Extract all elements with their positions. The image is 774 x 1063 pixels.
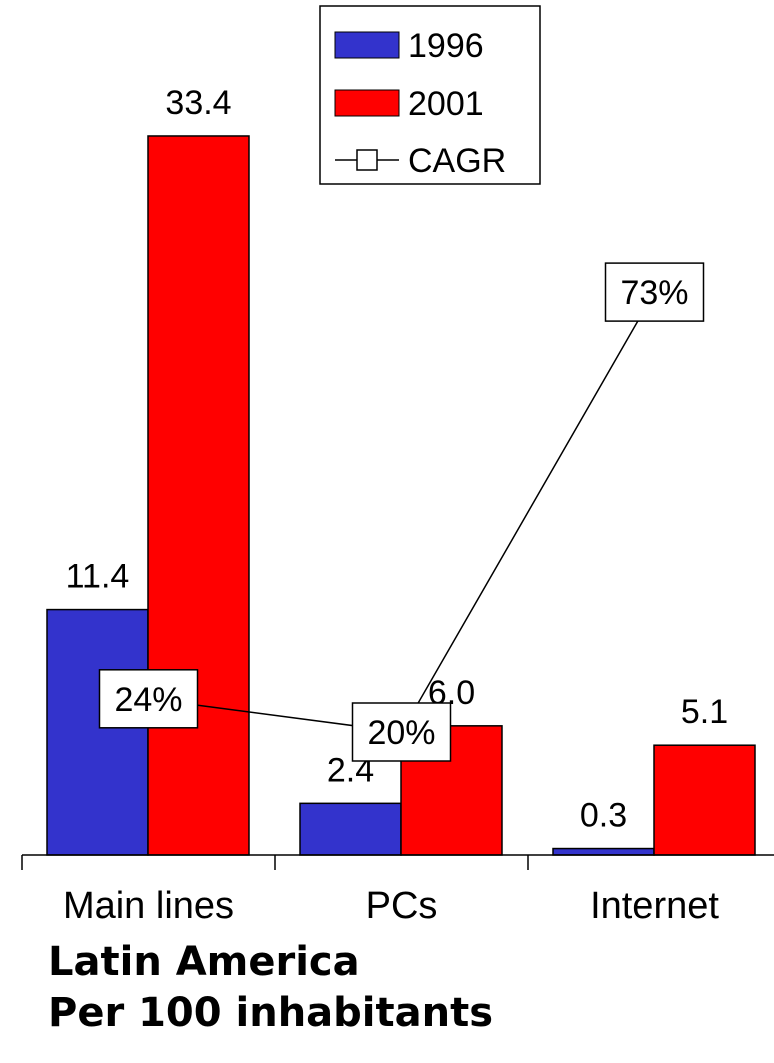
legend-label-2001: 2001 [408, 85, 484, 123]
cagr-label-pcs: 20% [367, 714, 435, 752]
cagr-label-main-lines: 24% [114, 681, 182, 719]
x-tick-label-pcs: PCs [366, 885, 438, 927]
footer-title-units: Per 100 inhabitants [48, 990, 494, 1036]
bar-1996-internet [552, 847, 655, 856]
footer-title-region: Latin America [48, 939, 360, 985]
bar-2001-internet [653, 744, 756, 856]
legend-label-1996: 1996 [408, 27, 484, 65]
data-label-2001-main-lines: 33.4 [165, 84, 231, 122]
bar-1996-main-lines [46, 608, 149, 856]
legend-cagr-marker [356, 149, 378, 171]
bar-1996-pcs [299, 802, 402, 856]
x-tick-label-internet: Internet [590, 885, 719, 927]
cagr-box-pcs [351, 702, 452, 762]
x-tick-label-main-lines: Main lines [63, 885, 234, 927]
data-label-1996-main-lines: 11.4 [66, 558, 130, 596]
cagr-box-main-lines [98, 669, 199, 729]
x-axis: Main lines PCs Internet [21, 854, 774, 927]
bars-group: 11.433.42.46.00.35.1 [46, 84, 756, 856]
data-label-1996-internet: 0.3 [580, 797, 627, 835]
legend: 1996 2001 CAGR [319, 5, 541, 185]
cagr-group: 24% 20% 73% [98, 262, 705, 762]
legend-swatch-2001 [334, 89, 400, 117]
data-label-2001-internet: 5.1 [681, 693, 728, 731]
cagr-label-internet: 73% [620, 274, 688, 312]
bar-2001-main-lines [147, 135, 250, 856]
legend-label-cagr: CAGR [408, 142, 506, 180]
legend-swatch-1996 [334, 31, 400, 59]
cagr-box-internet [604, 262, 705, 322]
